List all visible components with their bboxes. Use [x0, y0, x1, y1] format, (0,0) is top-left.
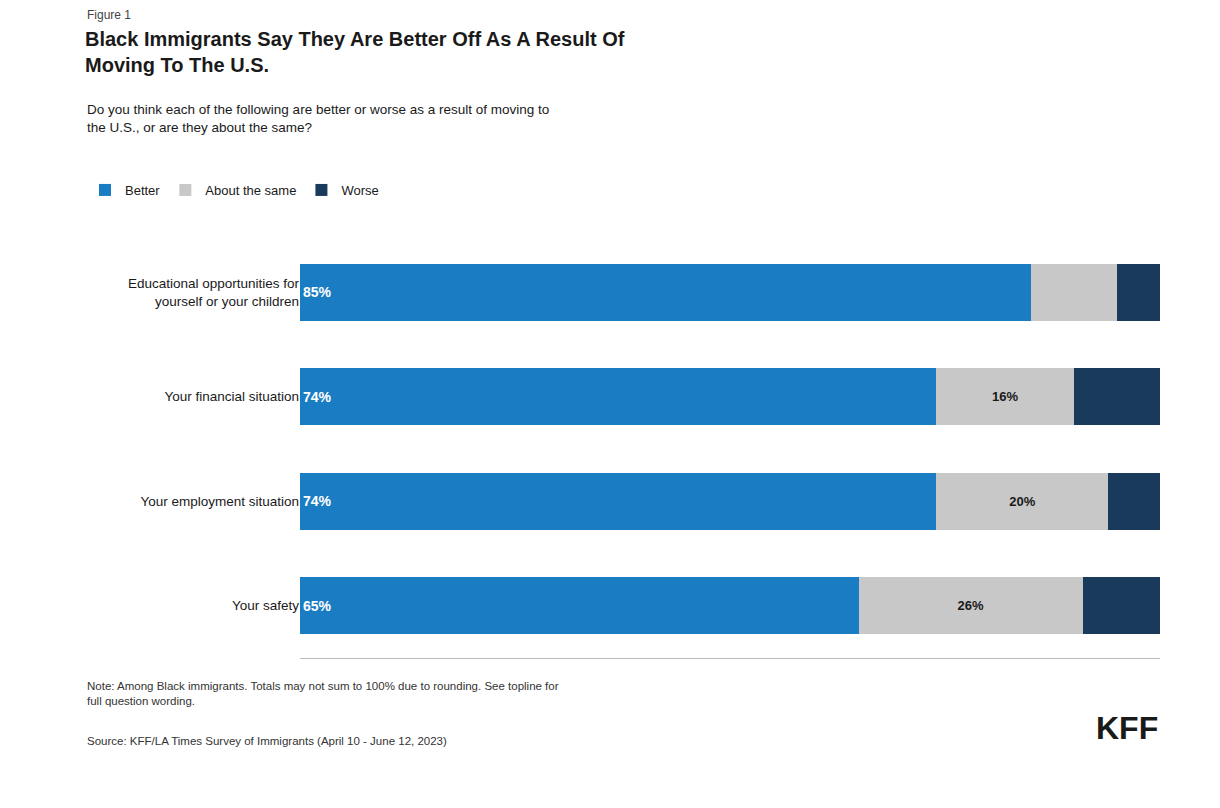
svg-text:Your employment situation: Your employment situation — [140, 494, 299, 509]
svg-text:74%: 74% — [303, 493, 332, 509]
svg-text:65%: 65% — [303, 598, 332, 614]
svg-text:Note: Among Black immigrants.: Note: Among Black immigrants. Totals may… — [87, 680, 559, 707]
svg-text:Source: KFF/LA Times Survey of: Source: KFF/LA Times Survey of Immigrant… — [87, 735, 447, 747]
svg-text:Do you think each of the follo: Do you think each of the following are b… — [87, 102, 549, 135]
svg-text:85%: 85% — [303, 284, 332, 300]
svg-text:26%: 26% — [958, 598, 984, 613]
svg-text:Worse: Worse — [341, 183, 378, 198]
svg-text:Your safety: Your safety — [232, 598, 299, 613]
svg-text:16%: 16% — [992, 389, 1018, 404]
svg-text:About the same: About the same — [205, 183, 296, 198]
svg-text:74%: 74% — [303, 389, 332, 405]
svg-text:Educational opportunities fory: Educational opportunities foryourself or… — [128, 276, 300, 309]
svg-text:Figure 1: Figure 1 — [87, 8, 131, 22]
svg-text:Your financial situation: Your financial situation — [164, 389, 299, 404]
svg-text:Better: Better — [125, 183, 160, 198]
svg-text:20%: 20% — [1009, 494, 1035, 509]
svg-text:KFF: KFF — [1096, 710, 1158, 746]
svg-text:Black Immigrants Say They Are: Black Immigrants Say They Are Better Off… — [85, 28, 625, 76]
